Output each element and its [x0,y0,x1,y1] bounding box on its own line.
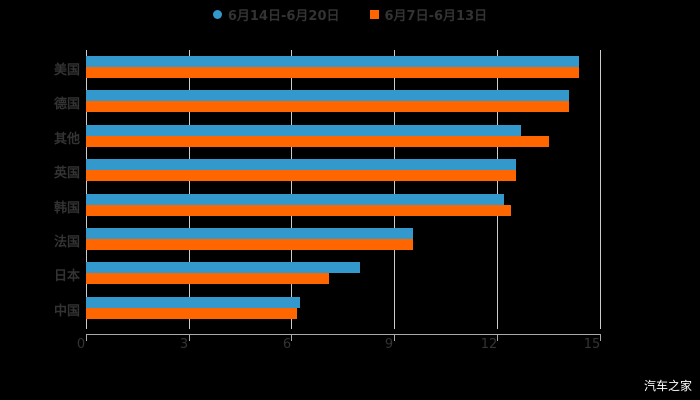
x-tick [394,335,395,341]
x-tick-label: 3 [179,337,189,352]
gridline [189,50,190,329]
x-tick [497,335,498,341]
bar-series2[interactable] [86,170,517,182]
bar-series2[interactable] [86,273,330,285]
legend-item-series2[interactable]: 6月7日-6月13日 [369,4,488,24]
circle-icon [212,9,222,19]
category-label: 德国 [53,97,80,113]
x-tick [86,335,87,341]
bar-series1[interactable] [86,228,414,239]
x-tick [600,335,601,341]
bar-series2[interactable] [86,135,549,147]
x-tick-label: 6 [282,337,292,352]
bar-series2[interactable] [86,239,414,250]
bar-series1[interactable] [86,262,361,274]
legend-item-series1[interactable]: 6月14日-6月20日 [212,4,340,24]
x-axis-line [86,334,601,335]
x-tick-label: 9 [384,337,394,352]
bar-series1[interactable] [86,90,570,102]
bar-series2[interactable] [86,204,511,216]
category-label: 法国 [53,235,80,250]
x-tick-label: 0 [76,337,86,352]
gridline [86,50,87,329]
category-label: 韩国 [53,200,80,216]
bar-series1[interactable] [86,124,522,136]
gridline [394,50,395,329]
bar-series2[interactable] [86,67,580,78]
bar-series1[interactable] [86,159,517,171]
category-label: 美国 [53,63,80,78]
watermark: 汽车之家 [643,379,692,393]
square-icon [369,9,379,19]
gridline [600,50,601,329]
bar-series2[interactable] [86,101,570,113]
category-label: 日本 [53,269,80,285]
x-tick-label: 12 [480,337,498,352]
category-label: 英国 [53,166,80,182]
bar-series1[interactable] [86,296,301,308]
bar-series1[interactable] [86,56,580,67]
legend-label: 6月7日-6月13日 [384,8,488,24]
x-tick [291,335,292,341]
x-tick [189,335,190,341]
legend-label: 6月14日-6月20日 [227,8,340,24]
category-label: 中国 [53,303,80,319]
chart-legend: 6月14日-6月20日 6月7日-6月13日 [0,4,700,24]
bar-series2[interactable] [86,307,297,319]
bar-series1[interactable] [86,193,505,205]
gridline [291,50,292,329]
x-tick-label: 15 [583,337,601,352]
gridline [497,50,498,329]
category-label: 其他 [53,131,80,147]
